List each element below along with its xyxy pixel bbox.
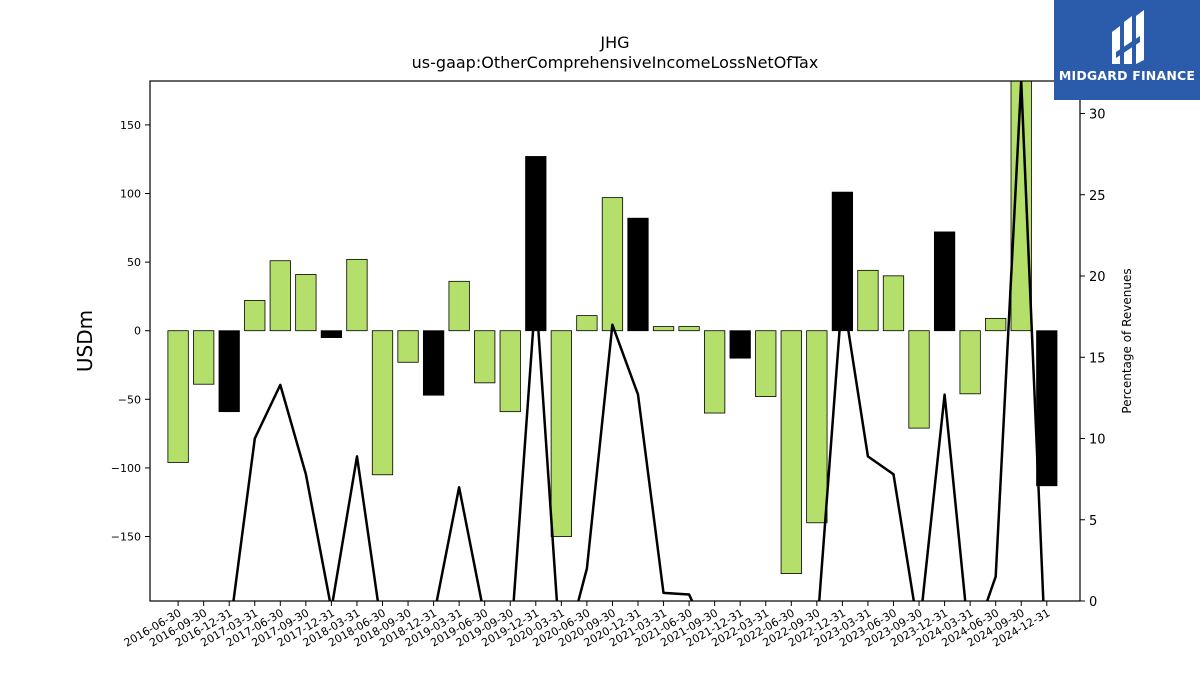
- y-tick-label: −150: [111, 531, 141, 544]
- bar: [704, 330, 726, 414]
- logo-mark-icon: [1112, 10, 1144, 64]
- bar: [448, 280, 470, 332]
- bar: [857, 269, 879, 332]
- bar: [985, 317, 1007, 332]
- bar: [550, 330, 572, 537]
- bar: [729, 330, 751, 359]
- bar: [295, 274, 317, 332]
- y2-axis-label: Percentage of Revenues: [1120, 268, 1134, 413]
- logo-text: MIDGARD FINANCE: [1058, 68, 1196, 83]
- y2-tick-label: 5: [1089, 514, 1097, 529]
- bar: [525, 156, 547, 332]
- bar: [244, 300, 266, 332]
- y2-tick-label: 15: [1089, 351, 1106, 366]
- bar: [474, 330, 496, 384]
- bar: [1010, 81, 1032, 332]
- y-tick-label: −50: [118, 393, 141, 406]
- bar: [831, 191, 854, 332]
- bar: [908, 330, 930, 429]
- bar: [652, 326, 675, 332]
- bar: [167, 330, 189, 463]
- bar: [601, 197, 624, 332]
- bar: [269, 260, 291, 332]
- bar: [576, 315, 598, 332]
- bar: [499, 330, 521, 413]
- bar: [933, 231, 956, 332]
- bar: [882, 275, 905, 332]
- chart-subtitle: us-gaap:OtherComprehensiveIncomeLossNetO…: [412, 53, 819, 72]
- bar: [627, 217, 649, 332]
- y2-tick-label: 0: [1089, 595, 1097, 610]
- bar: [346, 258, 368, 332]
- bar: [218, 330, 240, 413]
- bar: [755, 330, 777, 397]
- chart-title: JHG: [599, 33, 629, 52]
- bar: [1036, 330, 1058, 487]
- y2-tick-label: 25: [1089, 189, 1106, 204]
- line-layer: [232, 81, 1045, 601]
- y-tick-label: 100: [120, 188, 141, 201]
- y-tick-label: 50: [127, 256, 141, 269]
- bar: [193, 330, 215, 385]
- bar: [371, 330, 394, 476]
- bar: [320, 330, 343, 338]
- y-axis-label: USDm: [73, 310, 97, 372]
- line-series: [232, 81, 1045, 601]
- y2-tick-label: 20: [1089, 270, 1106, 285]
- bar: [806, 330, 828, 524]
- bar: [959, 330, 981, 395]
- brand-logo: MIDGARD FINANCE: [1054, 0, 1200, 100]
- bars-layer: [167, 81, 1058, 574]
- bar: [422, 330, 445, 396]
- bar: [397, 330, 419, 363]
- y-tick-label: 150: [120, 119, 141, 132]
- y-tick-label: 0: [134, 325, 141, 338]
- bar: [678, 326, 700, 332]
- bar: [780, 330, 802, 574]
- y2-tick-label: 10: [1089, 433, 1106, 448]
- y-tick-label: −100: [111, 462, 141, 475]
- y2-tick-label: 30: [1089, 108, 1106, 123]
- plot-frame: [149, 80, 1081, 602]
